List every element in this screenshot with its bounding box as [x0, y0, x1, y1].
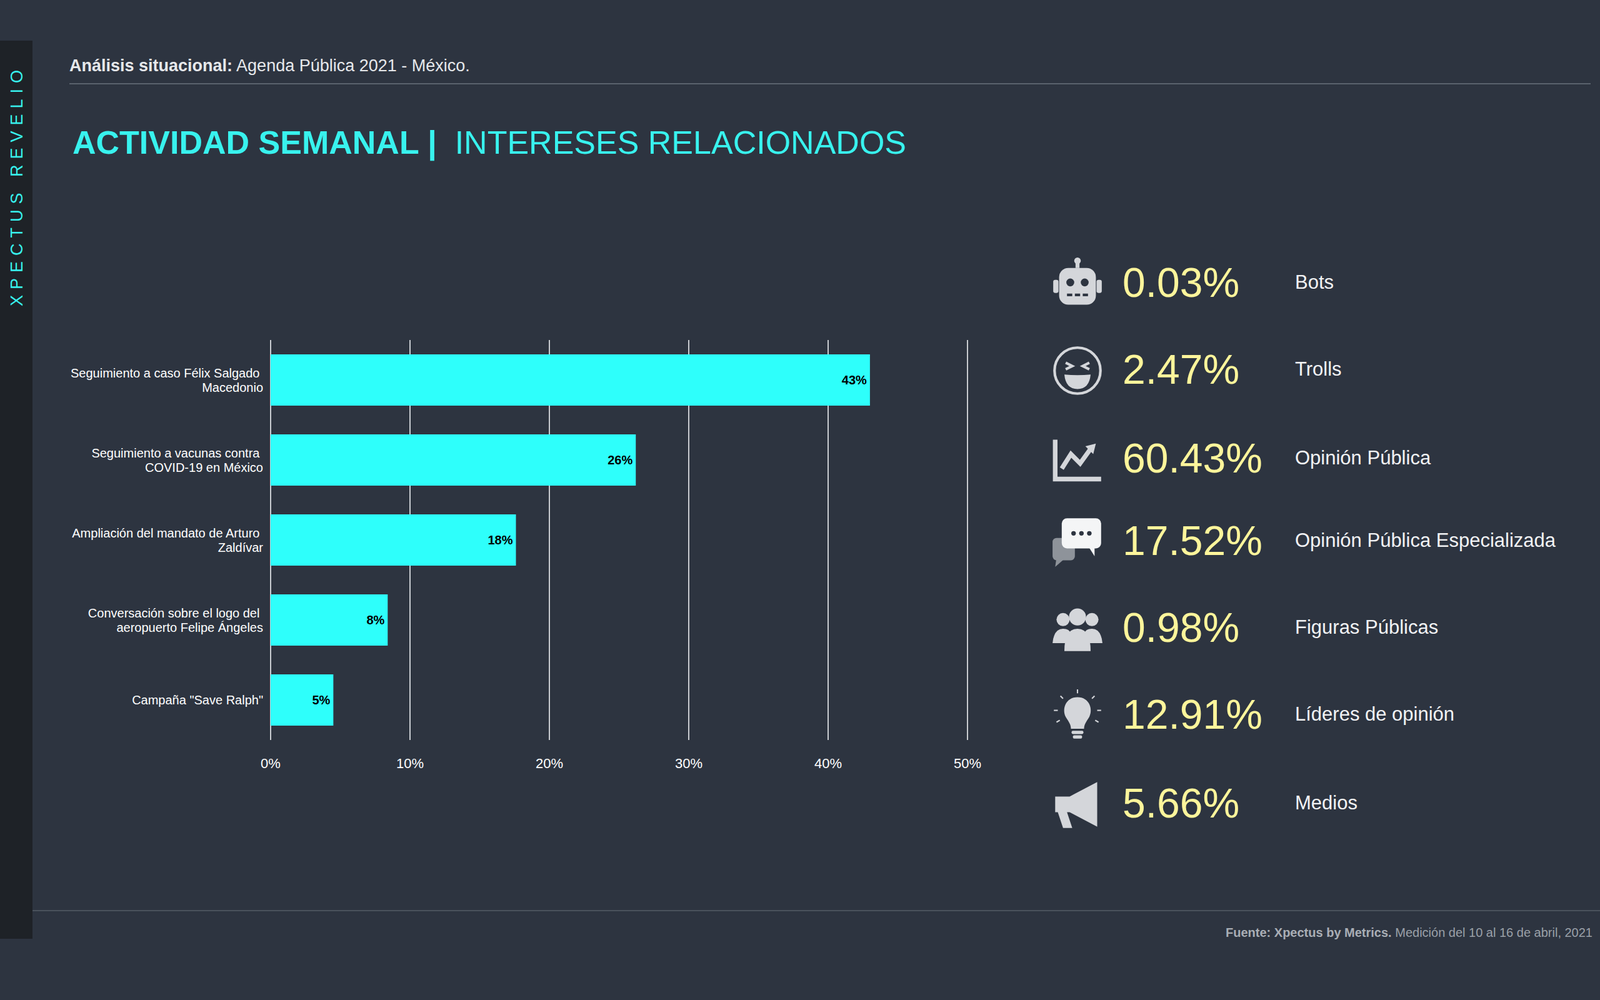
- svg-text:Conversación sobre el logo del: Conversación sobre el logo del: [88, 606, 264, 620]
- svg-text:Zaldívar: Zaldívar: [218, 540, 264, 555]
- html-text:Medios: Medios: [1295, 791, 1358, 814]
- svg-text:18%: 18%: [487, 533, 513, 547]
- html-text:Líderes de opinión: Líderes de opinión: [1295, 703, 1455, 725]
- svg-text:Macedonio: Macedonio: [201, 380, 264, 395]
- html-text:Figuras Públicas: Figuras Públicas: [1295, 616, 1439, 639]
- html-text:Opinión Pública: Opinión Pública: [1295, 446, 1431, 469]
- svg-text:8%: 8%: [366, 613, 385, 627]
- html-text:ACTIVIDAD SEMANAL |: ACTIVIDAD SEMANAL |: [72, 124, 437, 161]
- svg-text:20%: 20%: [535, 755, 564, 772]
- svg-text:aeropuerto Felipe Ángeles: aeropuerto Felipe Ángeles: [116, 620, 264, 635]
- svg-text:0%: 0%: [260, 755, 281, 772]
- svg-text:50%: 50%: [953, 755, 982, 772]
- svg-text:43%: 43%: [841, 373, 867, 387]
- svg-text:40%: 40%: [814, 755, 842, 772]
- html-text:5.66%: 5.66%: [1122, 780, 1240, 827]
- html-text:60.43%: 60.43%: [1122, 435, 1263, 482]
- svg-text:Ampliación del mandato de Artu: Ampliación del mandato de Arturo: [71, 526, 264, 540]
- svg-text:26%: 26%: [607, 453, 633, 467]
- svg-text:Seguimiento a vacunas contra: Seguimiento a vacunas contra: [91, 446, 264, 460]
- html-text:Opinión Pública Especializada: Opinión Pública Especializada: [1295, 529, 1556, 552]
- svg-text:Campaña "Save Ralph": Campaña "Save Ralph": [131, 693, 264, 707]
- html-text:Fuente: Xpectus by Metrics. Me: Fuente: Xpectus by Metrics. Medición del…: [1225, 925, 1593, 940]
- html-text:Trolls: Trolls: [1295, 358, 1342, 380]
- svg-text:COVID-19 en México: COVID-19 en México: [145, 460, 264, 475]
- html-text:2.47%: 2.47%: [1122, 346, 1240, 393]
- svg-text:30%: 30%: [675, 755, 703, 772]
- html-text:17.52%: 17.52%: [1122, 517, 1263, 564]
- html-text:0.98%: 0.98%: [1122, 604, 1240, 651]
- svg-text:5%: 5%: [311, 693, 330, 707]
- svg-text:10%: 10%: [396, 755, 424, 772]
- html-text:Bots: Bots: [1295, 271, 1334, 294]
- html-text:12.91%: 12.91%: [1122, 691, 1263, 738]
- html-text:XPECTUS REVELIO: XPECTUS REVELIO: [7, 64, 27, 307]
- html-text:Análisis situacional: Agenda P: Análisis situacional: Agenda Pública 202…: [69, 56, 470, 75]
- html-text:0.03%: 0.03%: [1122, 259, 1240, 306]
- html-text:INTERESES RELACIONADOS: INTERESES RELACIONADOS: [454, 124, 907, 161]
- svg-text:Seguimiento a caso Félix Salga: Seguimiento a caso Félix Salgado: [70, 366, 264, 380]
